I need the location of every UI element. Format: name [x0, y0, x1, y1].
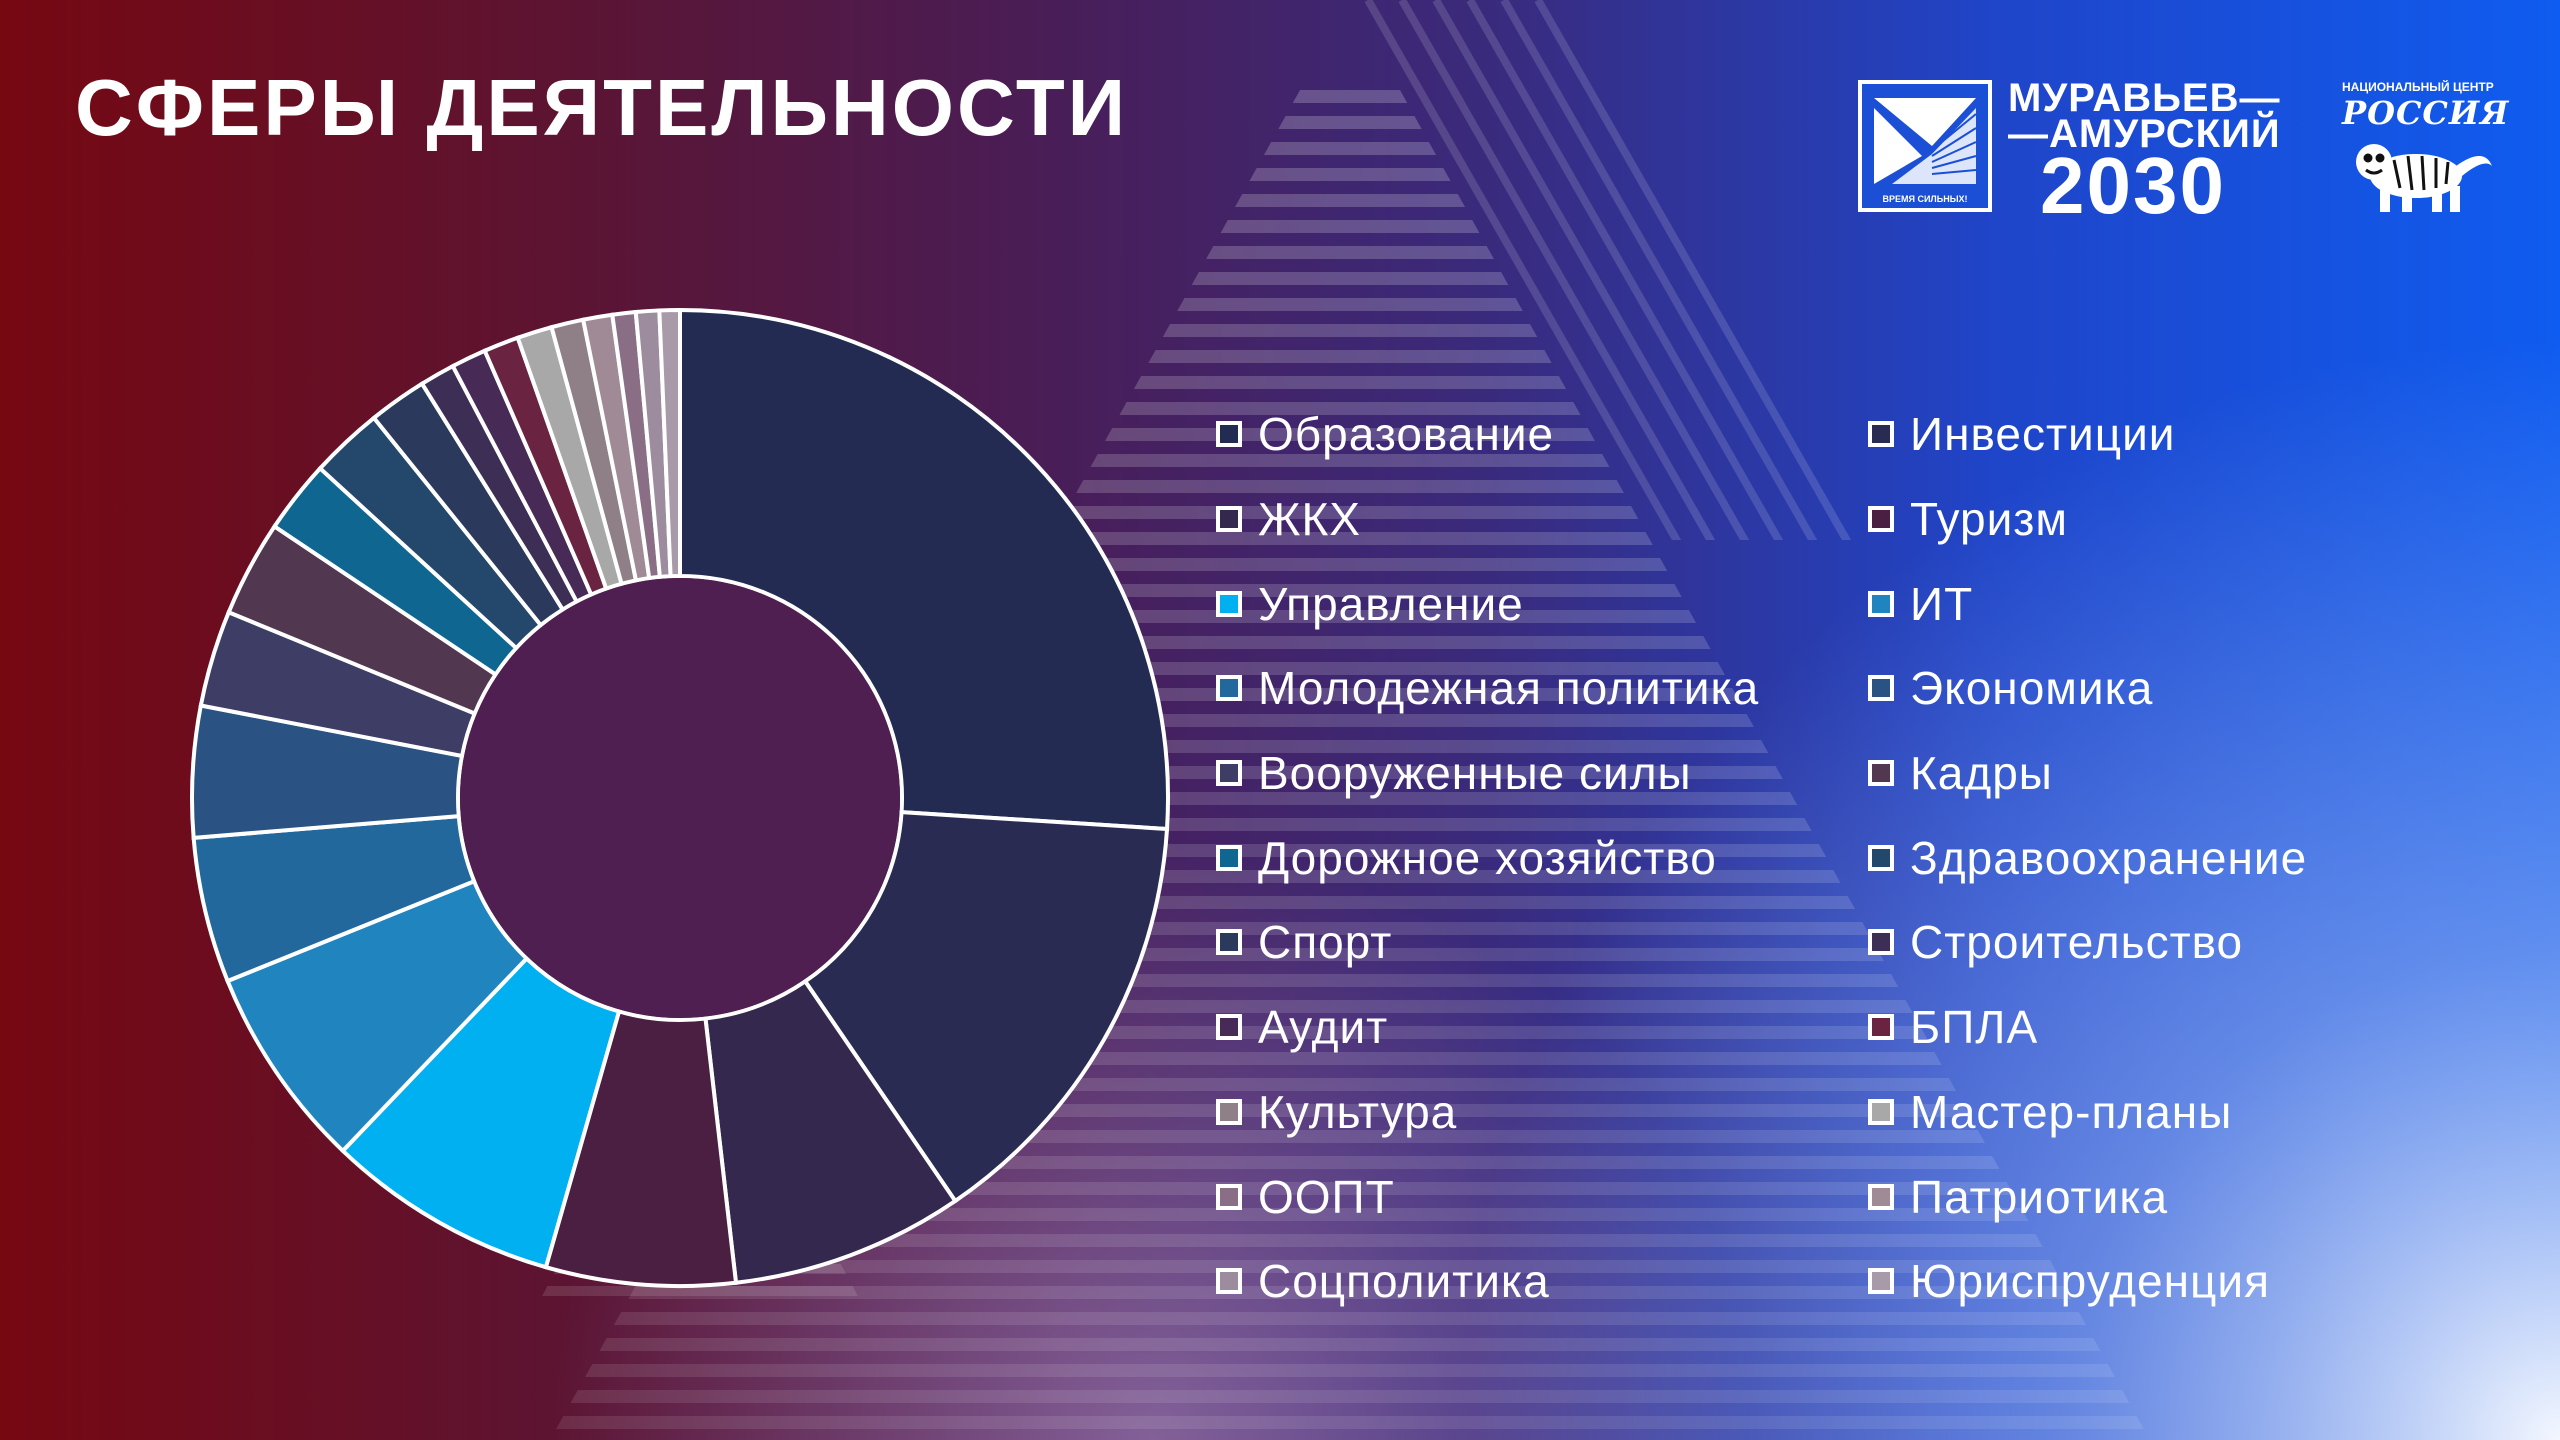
legend-label: Строительство [1910, 916, 2244, 969]
legend-item: ООПТ [1216, 1154, 1759, 1239]
legend-swatch [1868, 506, 1894, 533]
russia-caption: НАЦИОНАЛЬНЫЙ ЦЕНТР [2342, 80, 2494, 94]
legend-swatch [1216, 590, 1242, 617]
legend-item: БПЛА [1868, 985, 2307, 1070]
donut-hole [460, 578, 900, 1018]
legend-swatch [1868, 675, 1894, 702]
legend-label: Вооруженные силы [1258, 747, 1692, 800]
legend-item: Образование [1216, 392, 1759, 477]
logo-year: 2030 [2040, 141, 2226, 230]
legend-item: Управление [1216, 561, 1759, 646]
legend-item: Соцполитика [1216, 1239, 1759, 1324]
legend-column-right: Инвестиции Туризм ИТ Экономика Кадры Здравоох… [1868, 392, 2307, 1324]
legend-label: Юриспруденция [1910, 1255, 2270, 1308]
legend-item: Туризм [1868, 477, 2307, 562]
legend-label: Спорт [1258, 916, 1393, 969]
legend-swatch [1216, 675, 1242, 702]
pie-slice-2 [802, 809, 1170, 1204]
legend-label: Управление [1258, 577, 1524, 630]
legend-item: Инвестиции [1868, 392, 2307, 477]
legend-swatch [1868, 1268, 1894, 1295]
legend-label: ООПТ [1258, 1170, 1395, 1223]
legend-label: Дорожное хозяйство [1258, 831, 1717, 884]
legend-label: Молодежная политика [1258, 662, 1760, 715]
legend-label: БПЛА [1910, 1001, 2039, 1054]
legend-swatch [1216, 421, 1242, 448]
legend-item: Патриотика [1868, 1154, 2307, 1239]
legend-label: Здравоохранение [1910, 831, 2308, 884]
legend-swatch [1868, 1014, 1894, 1041]
legend-item: Строительство [1868, 900, 2307, 985]
legend-swatch [1216, 1098, 1242, 1125]
legend-label: ИТ [1910, 577, 1974, 630]
legend-column-left: Образование ЖКХ Управление Молодежная полит… [1216, 392, 1759, 1324]
pie-slice-22 [657, 307, 682, 579]
legend-swatch [1216, 1268, 1242, 1295]
legend-swatch [1868, 1098, 1894, 1125]
legend-swatch [1216, 1014, 1242, 1041]
legend-item: Вооруженные силы [1216, 731, 1759, 816]
logo-text-line1: МУРАВЬЕВ— [2008, 76, 2281, 120]
legend-item: Юриспруденция [1868, 1239, 2307, 1324]
legend-item: Мастер-планы [1868, 1070, 2307, 1155]
legend-item: Молодежная политика [1216, 646, 1759, 731]
legend-item: Дорожное хозяйство [1216, 815, 1759, 900]
legend-label: Аудит [1258, 1001, 1389, 1054]
legend-item: Аудит [1216, 985, 1759, 1070]
legend-swatch [1216, 506, 1242, 533]
legend-label: Патриотика [1910, 1170, 2169, 1223]
legend-label: Культура [1258, 1085, 1458, 1138]
pie-slice-1 [678, 307, 1170, 832]
legend-label: Инвестиции [1910, 408, 2176, 461]
page-title: СФЕРЫ ДЕЯТЕЛЬНОСТИ [75, 63, 1129, 152]
legend-label: Туризм [1910, 493, 2068, 546]
legend-swatch [1868, 1183, 1894, 1210]
legend-swatch [1216, 760, 1242, 787]
legend-label: Кадры [1910, 747, 2053, 800]
legend-item: Экономика [1868, 646, 2307, 731]
legend-label: Мастер-планы [1910, 1085, 2233, 1138]
legend-swatch [1216, 929, 1242, 956]
legend-swatch [1868, 760, 1894, 787]
legend-swatch [1216, 844, 1242, 871]
legend-label: Соцполитика [1258, 1255, 1550, 1308]
legend-label: Образование [1258, 408, 1555, 461]
legend-item: Спорт [1216, 900, 1759, 985]
murav-amursky-emblem-icon: ВРЕМЯ СИЛЬНЫХ! [1858, 80, 1992, 212]
legend-item: ЖКХ [1216, 477, 1759, 562]
legend-swatch [1868, 421, 1894, 448]
legend-swatch [1868, 590, 1894, 617]
legend-swatch [1216, 1183, 1242, 1210]
tiger-emblem-icon [2356, 144, 2492, 212]
logo-text-line2: —АМУРСКИЙ [2008, 112, 2281, 156]
legend-item: Культура [1216, 1070, 1759, 1155]
emblem-caption: ВРЕМЯ СИЛЬНЫХ! [1882, 194, 1968, 204]
legend-item: Здравоохранение [1868, 815, 2307, 900]
legend-swatch [1868, 844, 1894, 871]
russia-logo-word: РОССИЯ [2342, 94, 2510, 132]
legend-label: Экономика [1910, 662, 2154, 715]
legend-item: Кадры [1868, 731, 2307, 816]
legend-swatch [1868, 929, 1894, 956]
legend-label: ЖКХ [1258, 493, 1361, 546]
legend-item: ИТ [1868, 561, 2307, 646]
